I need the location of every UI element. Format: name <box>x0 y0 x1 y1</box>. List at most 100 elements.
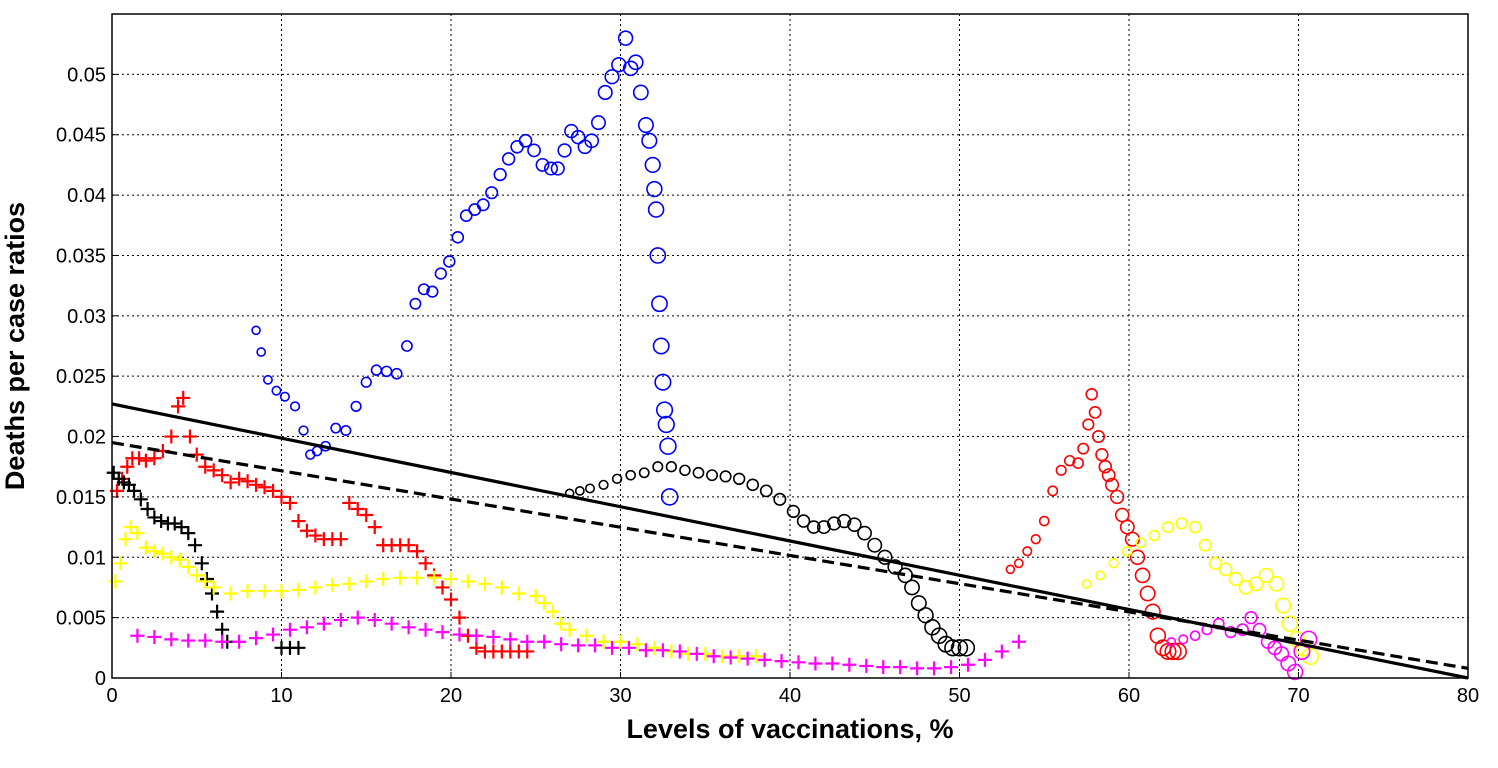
data-point <box>426 285 439 298</box>
series-8-plus <box>130 610 1026 676</box>
data-point <box>1124 531 1140 547</box>
data-point <box>194 556 209 571</box>
data-point <box>1088 405 1102 419</box>
data-point <box>605 640 620 655</box>
series-3-circle <box>1081 517 1320 666</box>
data-point <box>266 483 281 498</box>
data-point <box>452 627 467 642</box>
data-point <box>206 580 221 595</box>
data-point <box>944 639 962 657</box>
data-point <box>759 484 773 498</box>
data-point <box>579 628 594 643</box>
data-point <box>469 628 484 643</box>
data-point <box>746 478 760 492</box>
data-point <box>1072 457 1085 469</box>
data-point <box>282 495 297 510</box>
data-point <box>1175 517 1188 530</box>
data-point <box>147 544 162 559</box>
data-point <box>774 654 789 669</box>
data-point <box>451 231 465 244</box>
data-point <box>1258 567 1274 584</box>
data-point <box>597 84 613 101</box>
data-point <box>1047 485 1059 497</box>
data-point <box>1178 634 1189 645</box>
data-point <box>410 570 425 585</box>
data-point <box>427 570 442 585</box>
data-point <box>637 117 654 134</box>
data-point <box>308 580 323 595</box>
data-point <box>154 514 169 529</box>
data-point <box>198 633 213 648</box>
data-point <box>1238 580 1254 595</box>
data-point <box>904 579 920 596</box>
data-point <box>1013 558 1024 569</box>
data-point <box>910 661 925 676</box>
data-point <box>232 634 247 649</box>
data-point <box>1198 538 1212 552</box>
data-point <box>757 652 772 667</box>
data-point <box>147 629 162 644</box>
data-point <box>418 622 433 637</box>
data-point <box>1169 642 1187 661</box>
data-point <box>796 514 811 528</box>
data-point <box>679 464 691 477</box>
data-point <box>1091 430 1106 444</box>
data-point <box>867 537 883 553</box>
series-0-circle <box>251 30 679 506</box>
data-point <box>1129 549 1146 566</box>
data-point <box>123 520 138 535</box>
data-point <box>189 568 204 583</box>
data-point <box>649 247 667 264</box>
data-point <box>1244 610 1258 625</box>
x-tick-label: 20 <box>440 685 462 707</box>
data-point <box>859 658 874 673</box>
data-point <box>127 483 142 498</box>
x-tick-label: 80 <box>1457 685 1479 707</box>
data-point <box>627 54 644 71</box>
data-point <box>263 374 273 385</box>
y-tick-label: 0.04 <box>67 185 106 207</box>
data-point <box>113 556 128 571</box>
data-point <box>350 501 365 516</box>
data-point <box>927 661 942 676</box>
x-tick-label: 40 <box>779 685 801 707</box>
data-point <box>164 632 179 647</box>
data-point <box>689 646 704 661</box>
data-point <box>537 634 552 649</box>
data-point <box>1286 663 1304 681</box>
data-point <box>1104 477 1120 492</box>
data-point <box>232 471 247 486</box>
data-point <box>359 574 374 589</box>
data-point <box>543 161 559 176</box>
data-point <box>401 340 413 352</box>
data-point <box>299 620 314 635</box>
data-point <box>825 656 840 671</box>
data-point <box>199 572 214 587</box>
data-point <box>651 295 668 313</box>
data-point <box>596 634 611 649</box>
data-point <box>434 267 448 280</box>
data-point <box>279 391 290 402</box>
data-point <box>155 546 170 561</box>
data-point <box>435 625 450 640</box>
data-point <box>182 429 197 444</box>
data-point <box>251 325 261 336</box>
data-point <box>917 607 934 624</box>
data-point <box>1077 442 1090 455</box>
data-point <box>584 483 596 494</box>
data-point <box>410 544 425 559</box>
data-point <box>641 132 658 149</box>
data-point <box>503 632 518 647</box>
data-point <box>140 501 155 516</box>
data-point <box>944 660 959 675</box>
x-axis-title: Levels of vaccinations, % <box>626 714 953 744</box>
data-point <box>930 627 948 645</box>
data-point <box>132 451 147 466</box>
x-tick-label: 30 <box>609 685 631 707</box>
data-point <box>773 492 787 506</box>
data-point <box>291 640 306 655</box>
data-point <box>444 592 458 607</box>
data-point <box>646 180 663 198</box>
data-point <box>460 574 475 589</box>
data-point <box>557 143 572 158</box>
